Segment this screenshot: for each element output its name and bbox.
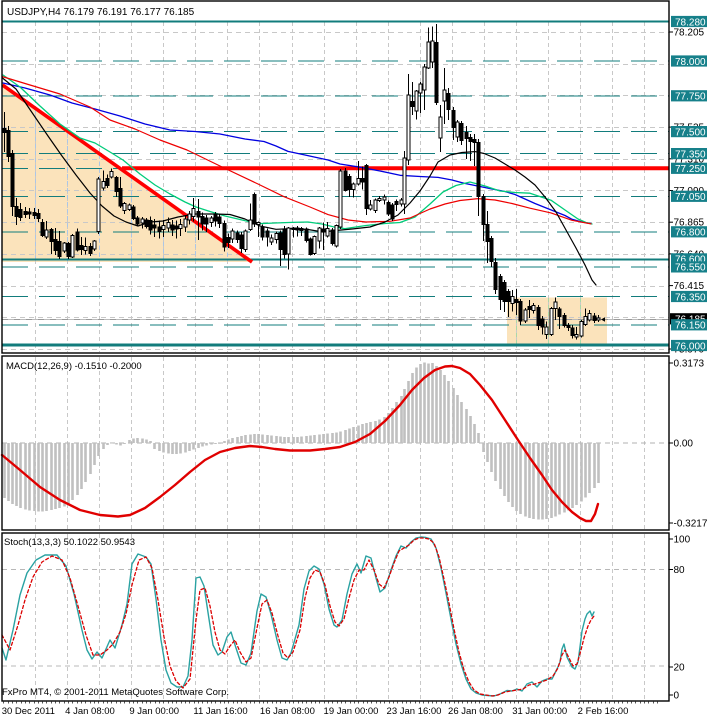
svg-text:76.000: 76.000 [675,341,706,352]
svg-text:4 Jan 08:00: 4 Jan 08:00 [65,706,115,717]
svg-text:Stoch(13,3,3) 50.1022 50.9543: Stoch(13,3,3) 50.1022 50.9543 [4,537,135,548]
svg-text:76.550: 76.550 [675,263,706,274]
svg-text:26 Jan 08:00: 26 Jan 08:00 [448,706,503,717]
svg-text:9 Jan 00:00: 9 Jan 00:00 [129,706,179,717]
svg-text:80: 80 [674,565,686,576]
svg-text:0.00: 0.00 [674,439,694,450]
svg-text:78.280: 78.280 [675,17,706,28]
svg-text:USDJPY,H4 76.179 76.191 76.17: USDJPY,H4 76.179 76.191 76.177 76.185 [7,7,195,18]
svg-text:16 Jan 08:00: 16 Jan 08:00 [260,706,315,717]
svg-text:0: 0 [674,691,680,702]
svg-text:78.000: 78.000 [675,57,706,68]
svg-text:31 Jan 00:00: 31 Jan 00:00 [512,706,567,717]
svg-text:77.250: 77.250 [675,164,706,175]
svg-text:11 Jan 16:00: 11 Jan 16:00 [193,706,247,717]
svg-text:2 Feb 16:00: 2 Feb 16:00 [578,706,629,717]
svg-text:77.350: 77.350 [675,149,706,160]
svg-text:-0.3217: -0.3217 [674,519,707,530]
svg-text:19 Jan 00:00: 19 Jan 00:00 [324,706,379,717]
svg-text:FxPro MT4, © 2001-2011 MetaQuo: FxPro MT4, © 2001-2011 MetaQuotes Softwa… [2,687,229,698]
svg-text:77.050: 77.050 [675,192,706,203]
svg-text:76.800: 76.800 [675,228,706,239]
svg-text:MACD(12,26,9) -0.1510 -0.2000: MACD(12,26,9) -0.1510 -0.2000 [6,361,142,372]
svg-text:78.205: 78.205 [674,28,705,39]
svg-text:77.750: 77.750 [675,92,706,103]
svg-text:76.150: 76.150 [675,321,706,332]
svg-text:0.3173: 0.3173 [674,359,705,370]
svg-text:23 Jan 16:00: 23 Jan 16:00 [387,706,442,717]
svg-text:30 Dec 2011: 30 Dec 2011 [2,706,55,717]
svg-text:77.500: 77.500 [675,127,706,138]
svg-text:100: 100 [674,535,691,546]
svg-text:76.350: 76.350 [675,292,706,303]
svg-text:76.415: 76.415 [674,281,705,292]
svg-text:20: 20 [674,663,686,674]
